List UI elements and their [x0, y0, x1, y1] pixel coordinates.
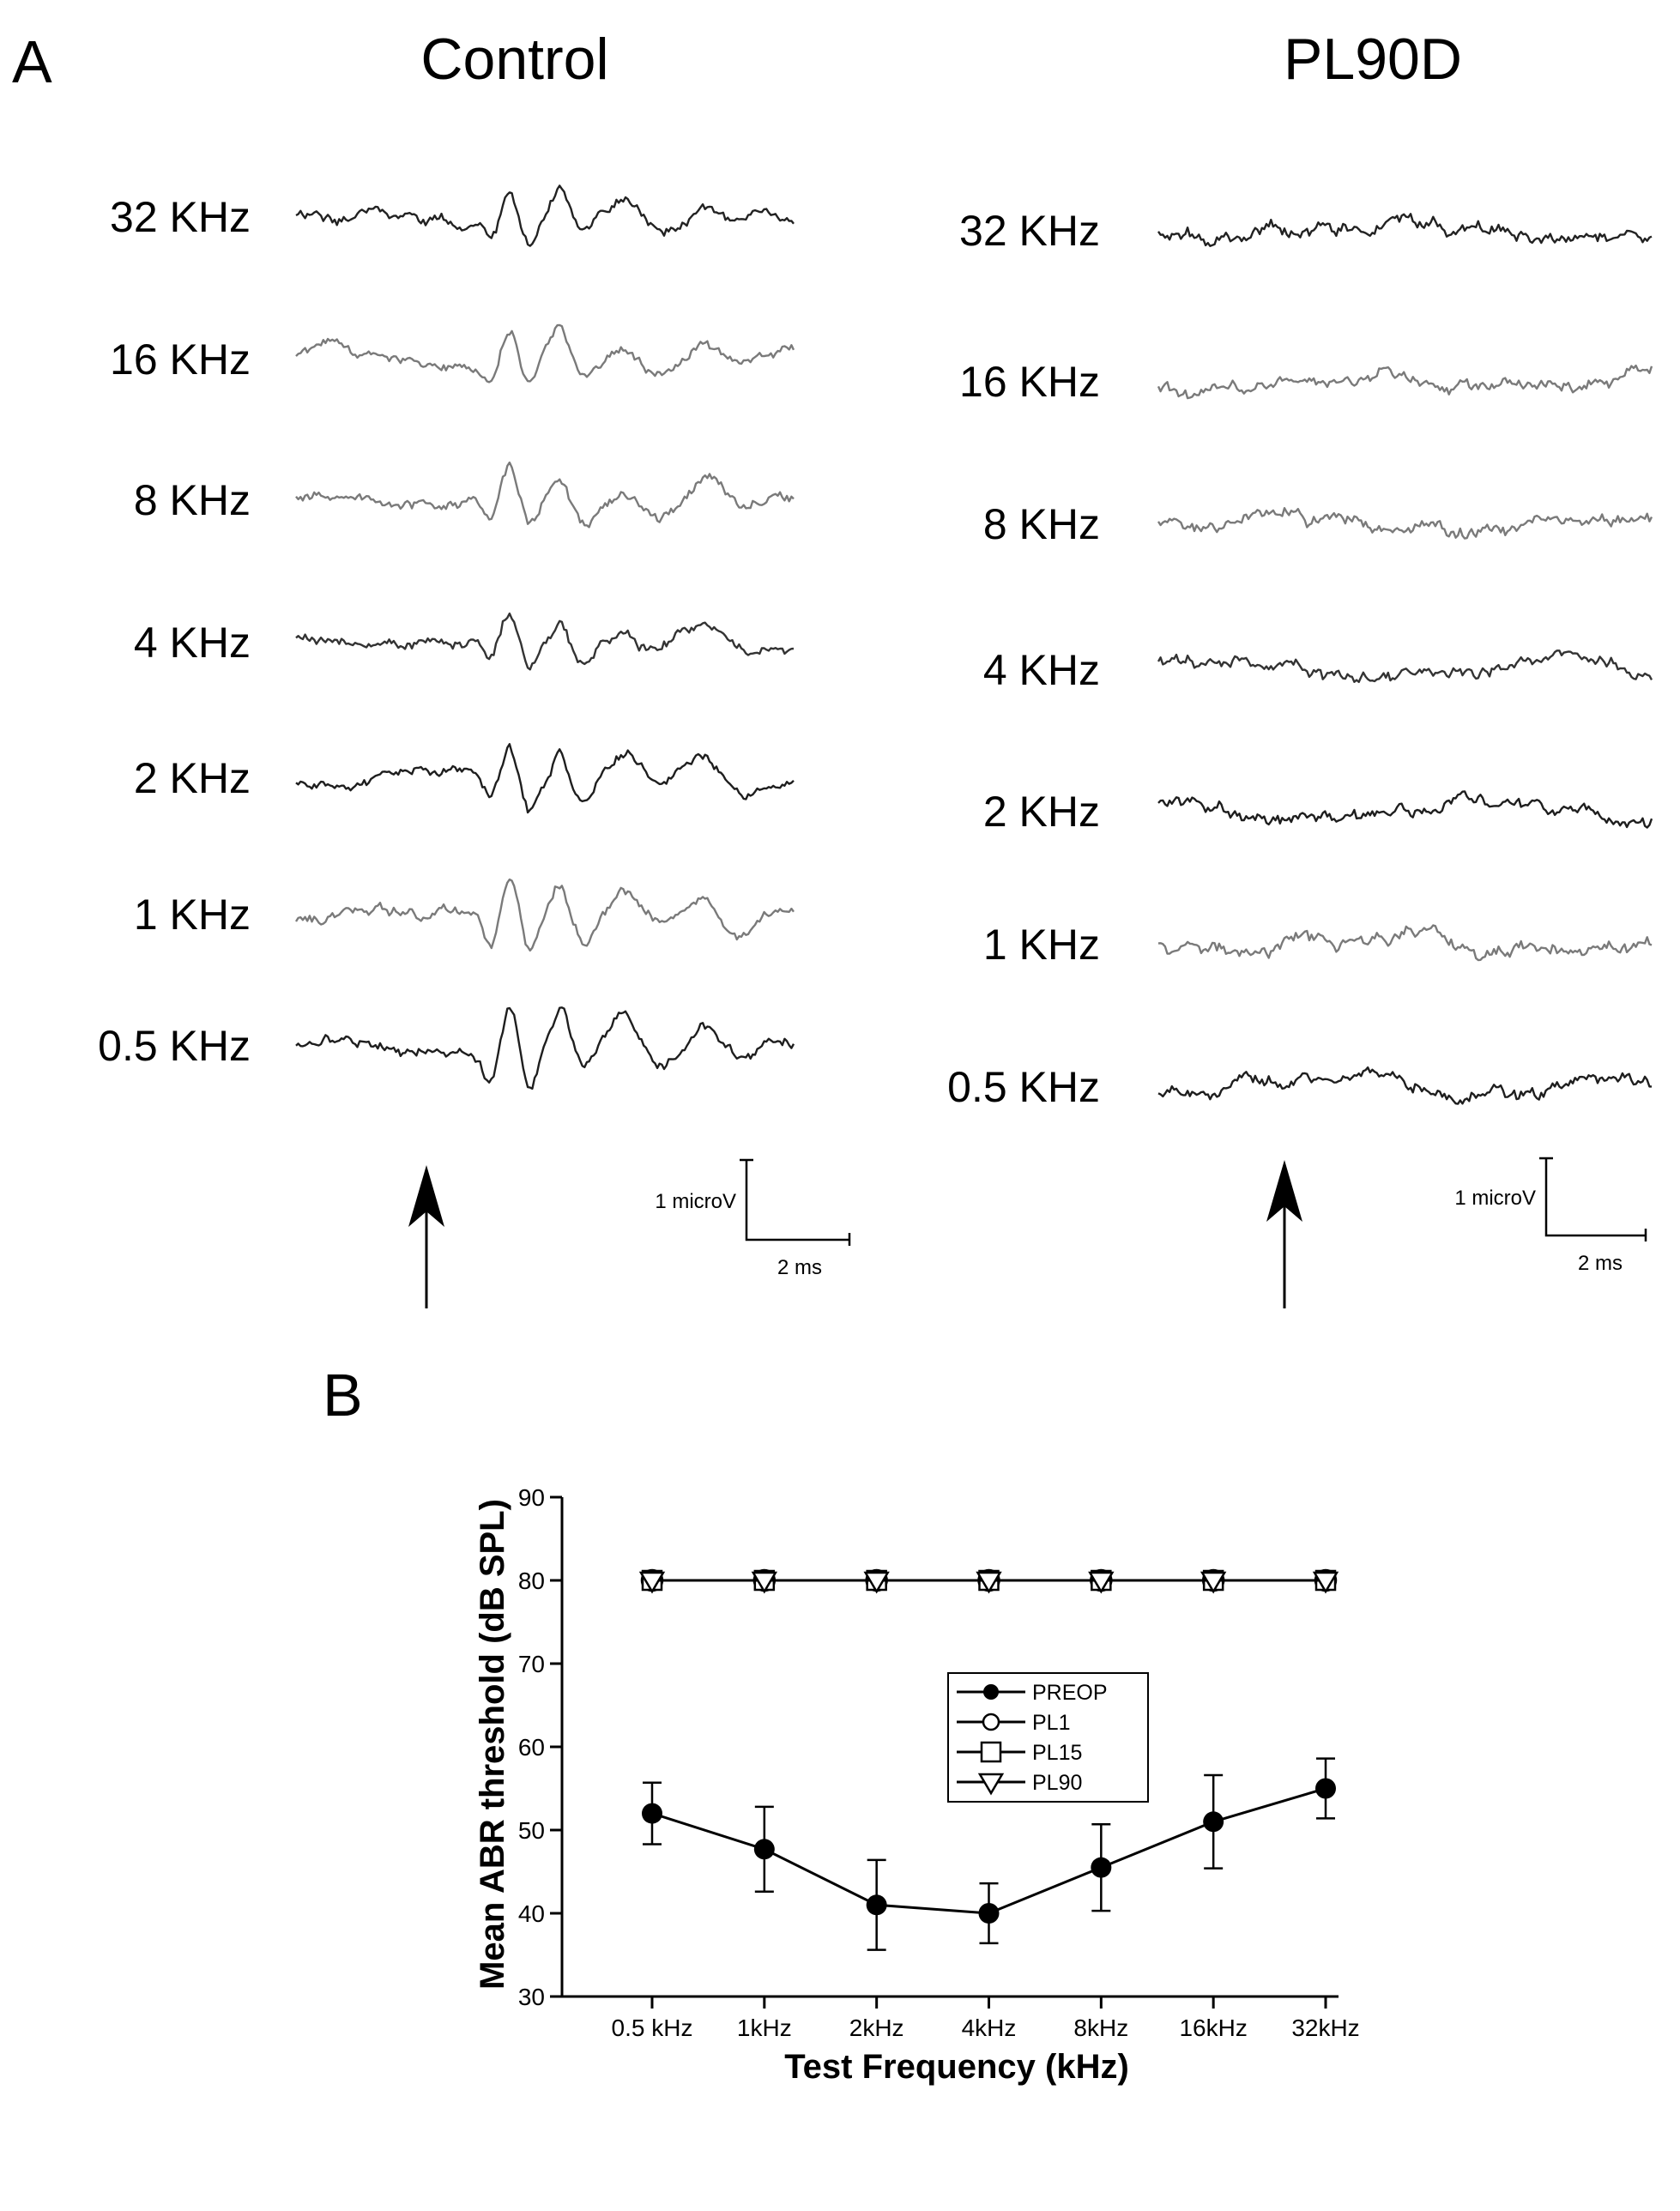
y-tick-label-4: 70	[518, 1651, 545, 1677]
pl90d-stimulus-arrow	[1266, 1160, 1302, 1308]
x-tick-label-5: 16kHz	[1179, 2015, 1247, 2041]
pl90d-label-5: 1 KHz	[983, 921, 1100, 969]
point-pl90-0	[638, 1571, 666, 1594]
legend-item-pl15: PL15	[957, 1741, 1082, 1765]
point-preop-5	[1203, 1811, 1224, 1833]
control-trace-2	[295, 461, 795, 529]
control-label-3: 4 KHz	[134, 619, 251, 667]
pl90d-trace-3	[1157, 649, 1653, 684]
x-tick-label-6: 32kHz	[1291, 2015, 1359, 2041]
y-axis-ticks: 30 40 50 60 70 80 90	[518, 1484, 562, 2010]
point-preop-1	[753, 1839, 775, 1860]
pl90d-label-1: 16 KHz	[959, 358, 1100, 406]
point-preop-3	[978, 1903, 1000, 1924]
point-preop-6	[1315, 1778, 1336, 1799]
series-layer	[638, 1568, 1339, 1951]
control-label-2: 8 KHz	[134, 476, 251, 524]
legend-marker-pl90	[977, 1773, 1005, 1796]
control-trace-1	[295, 323, 795, 384]
control-scale-time-label: 2 ms	[777, 1256, 822, 1279]
pl90d-traces	[1157, 213, 1653, 1105]
point-pl90-2	[863, 1571, 890, 1594]
y-tick-label-2: 50	[518, 1817, 545, 1844]
control-scale-voltage-label: 1 microV	[655, 1190, 736, 1213]
control-label-6: 0.5 KHz	[98, 1022, 251, 1070]
x-tick-label-4: 8kHz	[1073, 2015, 1128, 2041]
pl90d-label-4: 2 KHz	[983, 788, 1100, 836]
panel-a-letter: A	[12, 28, 52, 95]
x-axis-ticks: 0.5 kHz 1kHz 2kHz 4kHz 8kHz 16kHz 32kHz	[612, 1997, 1360, 2041]
x-tick-label-2: 2kHz	[849, 2015, 904, 2041]
x-tick-label-1: 1kHz	[737, 2015, 792, 2041]
pl90d-label-0: 32 KHz	[959, 207, 1100, 255]
legend-marker-pl1	[982, 1713, 1000, 1731]
series-pl90	[638, 1571, 1339, 1594]
pl90d-trace-5	[1157, 924, 1653, 962]
legend-item-pl90: PL90	[957, 1771, 1082, 1796]
control-traces	[294, 184, 795, 1090]
point-pl90-3	[976, 1571, 1002, 1594]
pl90d-scale-voltage-label: 1 microV	[1454, 1187, 1536, 1210]
control-label-0: 32 KHz	[110, 193, 251, 241]
point-preop-2	[866, 1894, 887, 1916]
legend: PREOP PL1 PL15 PL90	[947, 1672, 1149, 1803]
legend-label-pl15: PL15	[1032, 1741, 1082, 1765]
control-trace-5	[294, 878, 795, 952]
pl90d-scale-time-label: 2 ms	[1578, 1252, 1623, 1275]
pl90d-title: PL90D	[1284, 27, 1462, 92]
control-trace-6	[295, 1006, 795, 1090]
y-tick-label-3: 60	[518, 1734, 545, 1761]
legend-marker-pl15	[980, 1741, 1002, 1763]
series-preop	[642, 1757, 1336, 1951]
pl90d-label-3: 4 KHz	[983, 646, 1100, 694]
control-stimulus-arrow	[408, 1165, 444, 1308]
y-tick-label-1: 40	[518, 1900, 545, 1927]
pl90d-trace-0	[1157, 213, 1653, 247]
y-tick-label-5: 80	[518, 1568, 545, 1594]
point-pl90-5	[1200, 1571, 1227, 1594]
x-axis-title: Test Frequency (kHz)	[784, 2048, 1129, 2086]
control-label-5: 1 KHz	[134, 891, 251, 939]
pl90d-label-6: 0.5 KHz	[947, 1063, 1100, 1111]
y-axis-title: Mean ABR threshold (dB SPL)	[474, 1499, 511, 1990]
control-scale-bar: 1 microV 2 ms	[655, 1158, 851, 1279]
point-pl90-1	[751, 1571, 778, 1594]
control-trace-0	[295, 184, 795, 247]
pl90d-trace-6	[1157, 1066, 1652, 1105]
pl90d-label-2: 8 KHz	[983, 500, 1100, 548]
pl90d-trace-1	[1157, 364, 1653, 400]
point-preop-4	[1091, 1857, 1112, 1878]
point-preop-0	[642, 1803, 662, 1824]
control-title: Control	[420, 27, 608, 92]
legend-item-pl1: PL1	[957, 1711, 1070, 1735]
legend-label-preop: PREOP	[1032, 1681, 1108, 1705]
control-label-1: 16 KHz	[110, 335, 251, 384]
panel-b-letter: B	[323, 1362, 363, 1429]
pl90d-trace-2	[1157, 507, 1653, 540]
x-tick-label-3: 4kHz	[962, 2015, 1017, 2041]
pl90d-scale-bar: 1 microV 2 ms	[1454, 1157, 1647, 1275]
control-trace-3	[295, 612, 795, 671]
point-pl90-6	[1312, 1571, 1339, 1594]
pl90d-trace-4	[1157, 790, 1653, 829]
y-tick-label-0: 30	[518, 1984, 545, 2010]
control-label-4: 2 KHz	[134, 754, 251, 802]
control-frequency-labels: 32 KHz 16 KHz 8 KHz 4 KHz 2 KHz 1 KHz 0.5 KHz	[98, 193, 251, 1070]
x-tick-label-0: 0.5 kHz	[612, 2015, 693, 2041]
y-tick-label-6: 90	[518, 1484, 545, 1511]
threshold-chart: 30 40 50 60 70 80 90 0.5 kHz 1kHz 2kHz 4kHz 8kHz 16…	[474, 1484, 1360, 2086]
legend-label-pl1: PL1	[1032, 1711, 1070, 1735]
legend-box	[947, 1672, 1149, 1803]
control-trace-4	[295, 743, 795, 814]
legend-marker-preop	[983, 1684, 999, 1700]
pl90d-frequency-labels: 32 KHz 16 KHz 8 KHz 4 KHz 2 KHz 1 KHz 0.5 KHz	[947, 207, 1100, 1111]
legend-label-pl90: PL90	[1032, 1771, 1082, 1795]
point-pl90-4	[1088, 1571, 1115, 1594]
legend-item-preop: PREOP	[957, 1681, 1108, 1705]
